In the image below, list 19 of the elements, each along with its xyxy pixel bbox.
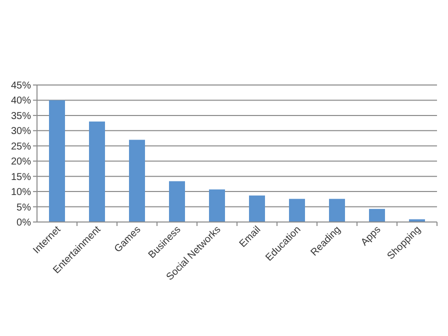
y-tick-label: 5%	[16, 202, 32, 214]
bar	[49, 100, 65, 222]
bar	[89, 122, 105, 222]
bar	[249, 196, 265, 222]
y-tick-label: 15%	[10, 172, 32, 183]
y-tick-label: 0%	[16, 218, 32, 228]
y-tick-label: 30%	[10, 126, 32, 138]
bar	[169, 181, 185, 222]
bar	[369, 208, 385, 222]
y-tick-label: 40%	[10, 96, 32, 107]
y-tick-label: 25%	[10, 141, 32, 152]
bar	[329, 198, 345, 222]
bar	[209, 189, 225, 222]
y-tick-label: 35%	[10, 110, 32, 122]
bar	[289, 198, 305, 222]
y-tick-label: 10%	[10, 187, 32, 198]
y-tick-label: 45%	[10, 80, 32, 92]
bar	[129, 140, 145, 222]
y-tick-label: 20%	[10, 156, 32, 168]
